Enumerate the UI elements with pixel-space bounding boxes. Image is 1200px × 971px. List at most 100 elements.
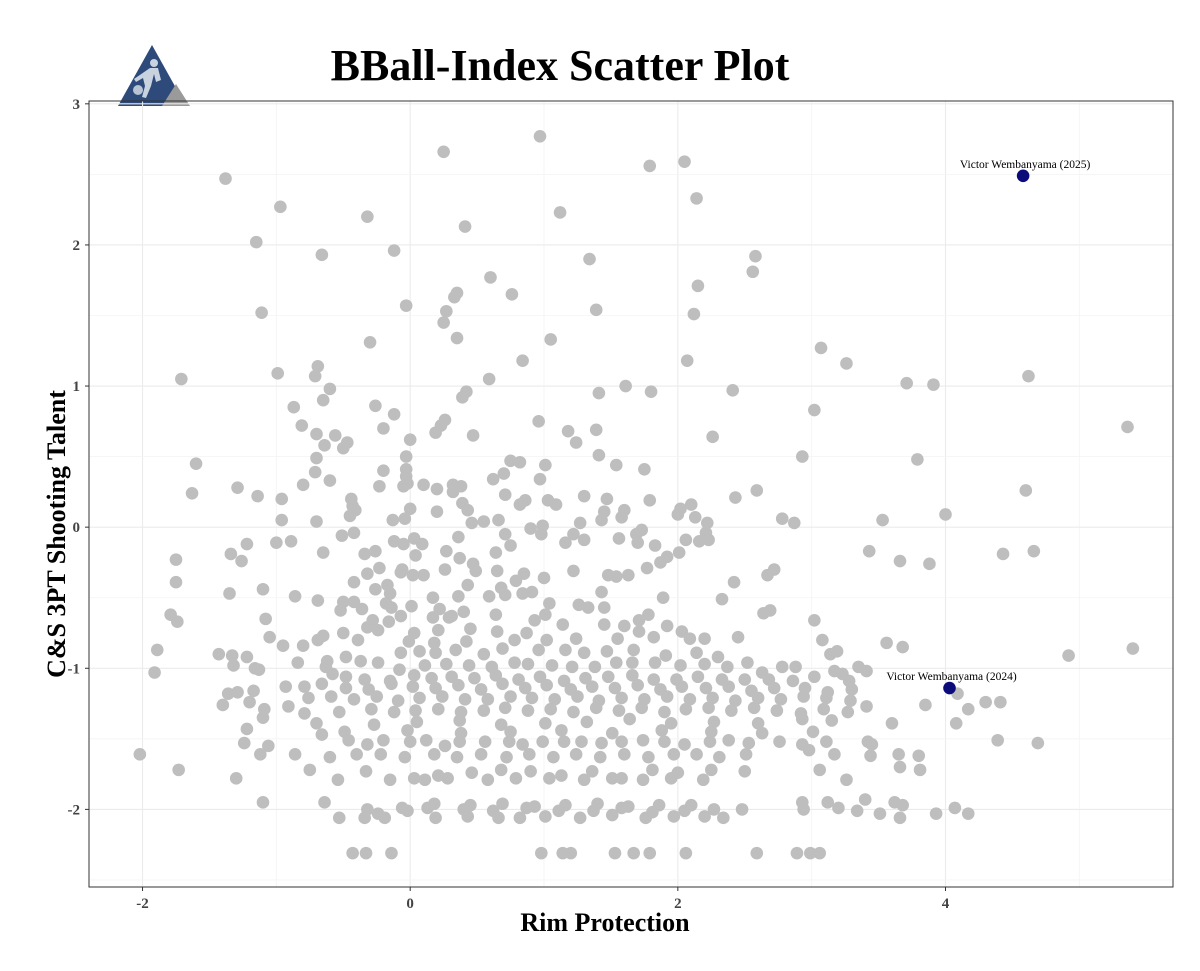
data-point xyxy=(544,333,558,346)
grid xyxy=(89,101,1173,887)
data-point xyxy=(440,304,453,318)
data-point xyxy=(436,690,449,703)
data-point xyxy=(509,772,523,785)
data-point xyxy=(813,846,826,860)
data-point xyxy=(442,611,456,624)
data-point xyxy=(567,527,580,541)
y-axis-title: C&S 3PT Shooting Talent xyxy=(42,390,71,678)
data-point xyxy=(516,738,529,751)
data-point xyxy=(465,766,479,779)
data-point xyxy=(522,748,536,761)
data-point xyxy=(430,505,444,518)
data-point xyxy=(303,763,317,777)
data-point xyxy=(738,673,752,686)
data-point xyxy=(446,485,460,499)
data-point xyxy=(543,772,556,785)
data-point xyxy=(429,681,442,695)
data-point xyxy=(555,769,568,782)
data-point xyxy=(911,453,924,466)
data-point xyxy=(418,773,432,787)
data-point xyxy=(399,299,413,312)
data-point xyxy=(707,715,721,729)
y-tick-label: -2 xyxy=(68,802,81,818)
data-point xyxy=(240,537,254,551)
data-point xyxy=(996,547,1010,561)
data-point xyxy=(354,654,367,668)
data-point xyxy=(489,546,503,559)
data-point xyxy=(774,693,788,706)
data-point xyxy=(841,705,855,719)
data-point xyxy=(225,649,239,662)
data-point xyxy=(359,846,373,860)
data-point xyxy=(398,750,412,764)
data-point xyxy=(452,678,465,692)
data-point xyxy=(556,618,570,631)
data-point xyxy=(729,694,742,708)
data-point xyxy=(401,724,414,737)
data-point xyxy=(540,678,553,692)
data-point xyxy=(678,738,691,751)
data-point xyxy=(577,489,591,503)
data-point xyxy=(231,481,244,494)
data-point xyxy=(647,673,661,686)
data-point xyxy=(565,660,579,674)
data-point xyxy=(704,763,718,777)
data-point xyxy=(452,590,465,603)
data-point xyxy=(1121,420,1134,434)
data-point xyxy=(573,811,587,825)
data-point xyxy=(802,743,816,757)
data-point xyxy=(256,582,270,596)
data-point xyxy=(505,288,519,301)
data-point xyxy=(189,457,203,470)
data-point xyxy=(795,712,809,726)
data-point xyxy=(844,694,857,708)
data-point xyxy=(477,515,491,528)
data-point xyxy=(557,674,571,688)
data-point xyxy=(310,717,323,730)
data-point xyxy=(573,516,587,530)
data-point xyxy=(549,498,563,511)
data-point xyxy=(569,632,583,645)
data-point xyxy=(597,618,611,631)
data-point xyxy=(816,633,829,647)
data-point xyxy=(961,702,975,716)
data-point xyxy=(1019,484,1033,497)
data-point xyxy=(636,773,650,787)
data-point xyxy=(727,575,741,589)
y-tick-label: 2 xyxy=(73,238,81,254)
data-point xyxy=(876,513,889,527)
data-point xyxy=(674,659,687,672)
data-point xyxy=(912,749,926,763)
data-point xyxy=(347,693,361,706)
data-point xyxy=(369,399,382,413)
data-point xyxy=(797,690,810,703)
data-point xyxy=(296,478,310,492)
data-point xyxy=(438,563,452,576)
data-point xyxy=(593,750,607,764)
data-point xyxy=(654,556,667,569)
data-point xyxy=(555,724,568,737)
data-point xyxy=(548,693,562,706)
data-point xyxy=(539,458,552,472)
data-point xyxy=(893,760,907,774)
data-point xyxy=(741,656,754,669)
data-point xyxy=(498,488,512,502)
data-point xyxy=(498,701,512,715)
data-point xyxy=(820,735,833,748)
data-point xyxy=(310,515,323,528)
data-point xyxy=(310,451,323,465)
data-point xyxy=(252,663,266,676)
data-point xyxy=(656,591,670,605)
data-point xyxy=(409,549,422,562)
data-point xyxy=(885,717,899,730)
data-point xyxy=(371,656,385,669)
data-point xyxy=(667,810,681,823)
data-point xyxy=(427,636,441,650)
data-point xyxy=(979,695,992,709)
data-point xyxy=(481,773,495,787)
data-point xyxy=(494,763,508,777)
data-point xyxy=(648,656,662,669)
data-point xyxy=(813,763,826,777)
data-point xyxy=(240,650,254,664)
data-point xyxy=(336,626,350,640)
